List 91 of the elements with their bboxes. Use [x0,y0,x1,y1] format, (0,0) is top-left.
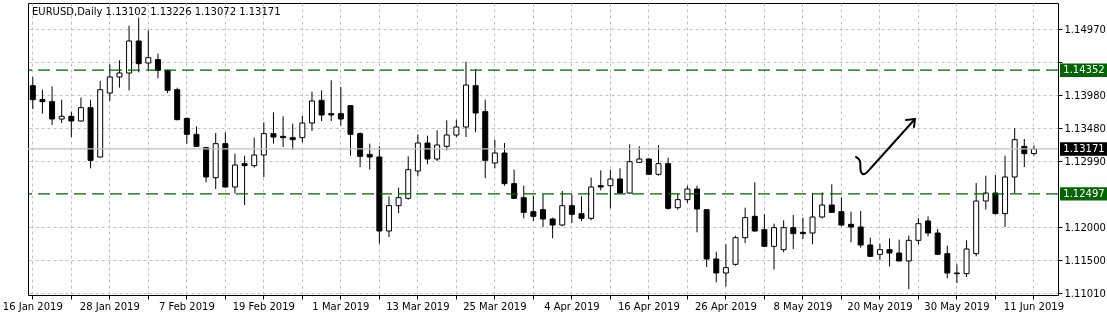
candlestick [809,192,816,245]
x-tick-label: 4 Apr 2019 [544,300,600,312]
candlestick [607,169,614,209]
candlestick [280,115,287,148]
x-tick-label: 8 May 2019 [773,300,833,312]
candlestick [819,191,826,219]
candlestick [424,135,431,165]
candlestick [828,183,835,214]
candlestick [116,59,123,89]
candlestick [713,251,720,283]
x-tick-label: 7 Feb 2019 [158,300,215,312]
candlestick [982,175,989,211]
candlestick [925,215,932,237]
candlestick [366,143,373,171]
candlestick [145,29,152,71]
candlestick [578,195,585,222]
candlestick [68,111,75,138]
x-tick-label: 1 Mar 2019 [312,300,370,312]
candlestick [49,85,56,126]
x-tick-label: 16 Jan 2019 [2,300,63,312]
y-tick-label: 1.12000 [1064,221,1106,233]
y-tick-label: 1.11010 [1064,287,1106,299]
candlestick [135,17,142,73]
candlestick [953,263,960,284]
candlestick [337,86,344,127]
y-tick-label: 1.13980 [1064,89,1106,101]
candlestick [520,185,527,219]
candlestick [780,219,787,253]
candlestick [761,213,768,248]
candlestick [694,185,701,233]
candlestick [395,187,402,214]
candlestick [915,217,922,245]
candlestick [154,53,161,79]
candlestick [328,79,335,122]
candlestick [530,195,537,222]
candlestick [39,89,46,115]
x-tick-label: 28 Jan 2019 [79,300,140,312]
candlestick [751,181,758,233]
candlestick [77,97,84,123]
x-tick-label: 16 Apr 2019 [617,300,680,312]
y-tick-label: 1.12990 [1064,155,1106,167]
candlestick [568,193,575,224]
candlestick [655,144,662,177]
candlestick [443,119,450,151]
candlestick [491,139,498,169]
candlestick [241,155,248,206]
candlestick [722,243,729,287]
candlestick [742,207,749,244]
ref-line-label: 1.13171 [1063,142,1105,154]
candlestick [799,217,806,240]
x-tick-label: 30 May 2019 [924,300,990,312]
candlestick [790,214,797,250]
y-tick-label: 1.11500 [1064,254,1106,266]
candlestick [270,111,277,145]
candlestick [289,123,296,151]
candlestick [58,99,65,124]
candlestick [876,243,883,261]
y-tick-label: 1.13480 [1064,122,1106,134]
candlestick [540,193,546,228]
candlestick [251,137,258,169]
candlestick [231,153,238,195]
candlestick [318,89,325,122]
y-tick-label: 1.14970 [1064,23,1106,35]
chart-title: EURUSD,Daily 1.13102 1.13226 1.13072 1.13171 [32,6,281,17]
candlestick [771,223,778,271]
candlestick [934,228,941,255]
x-tick-label: 25 Mar 2019 [463,300,527,312]
x-tick-label: 19 Feb 2019 [232,300,295,312]
candlestick [260,121,267,178]
candlestick [944,245,951,279]
candlestick [106,63,113,102]
candlestick [559,190,566,227]
candlestick [597,169,604,191]
candlestick [838,197,845,227]
candlestick [183,117,190,145]
candlestick [308,91,315,132]
x-tick-label: 26 Apr 2019 [694,300,757,312]
candlestick [299,115,306,143]
candlestick [857,210,864,249]
ref-line-label: 1.12497 [1063,187,1105,199]
candlestick [896,239,903,262]
candlestick [434,129,441,162]
x-tick-label: 20 May 2019 [847,300,913,312]
ref-line-label: 1.14352 [1063,64,1105,76]
candlestick [886,237,893,267]
candlestick [617,167,624,195]
candlestick [357,131,364,168]
candlestick [905,235,912,290]
x-tick-label: 11 Jun 2019 [1003,300,1065,312]
candlestick [848,211,855,243]
x-tick-label: 13 Mar 2019 [386,300,450,312]
